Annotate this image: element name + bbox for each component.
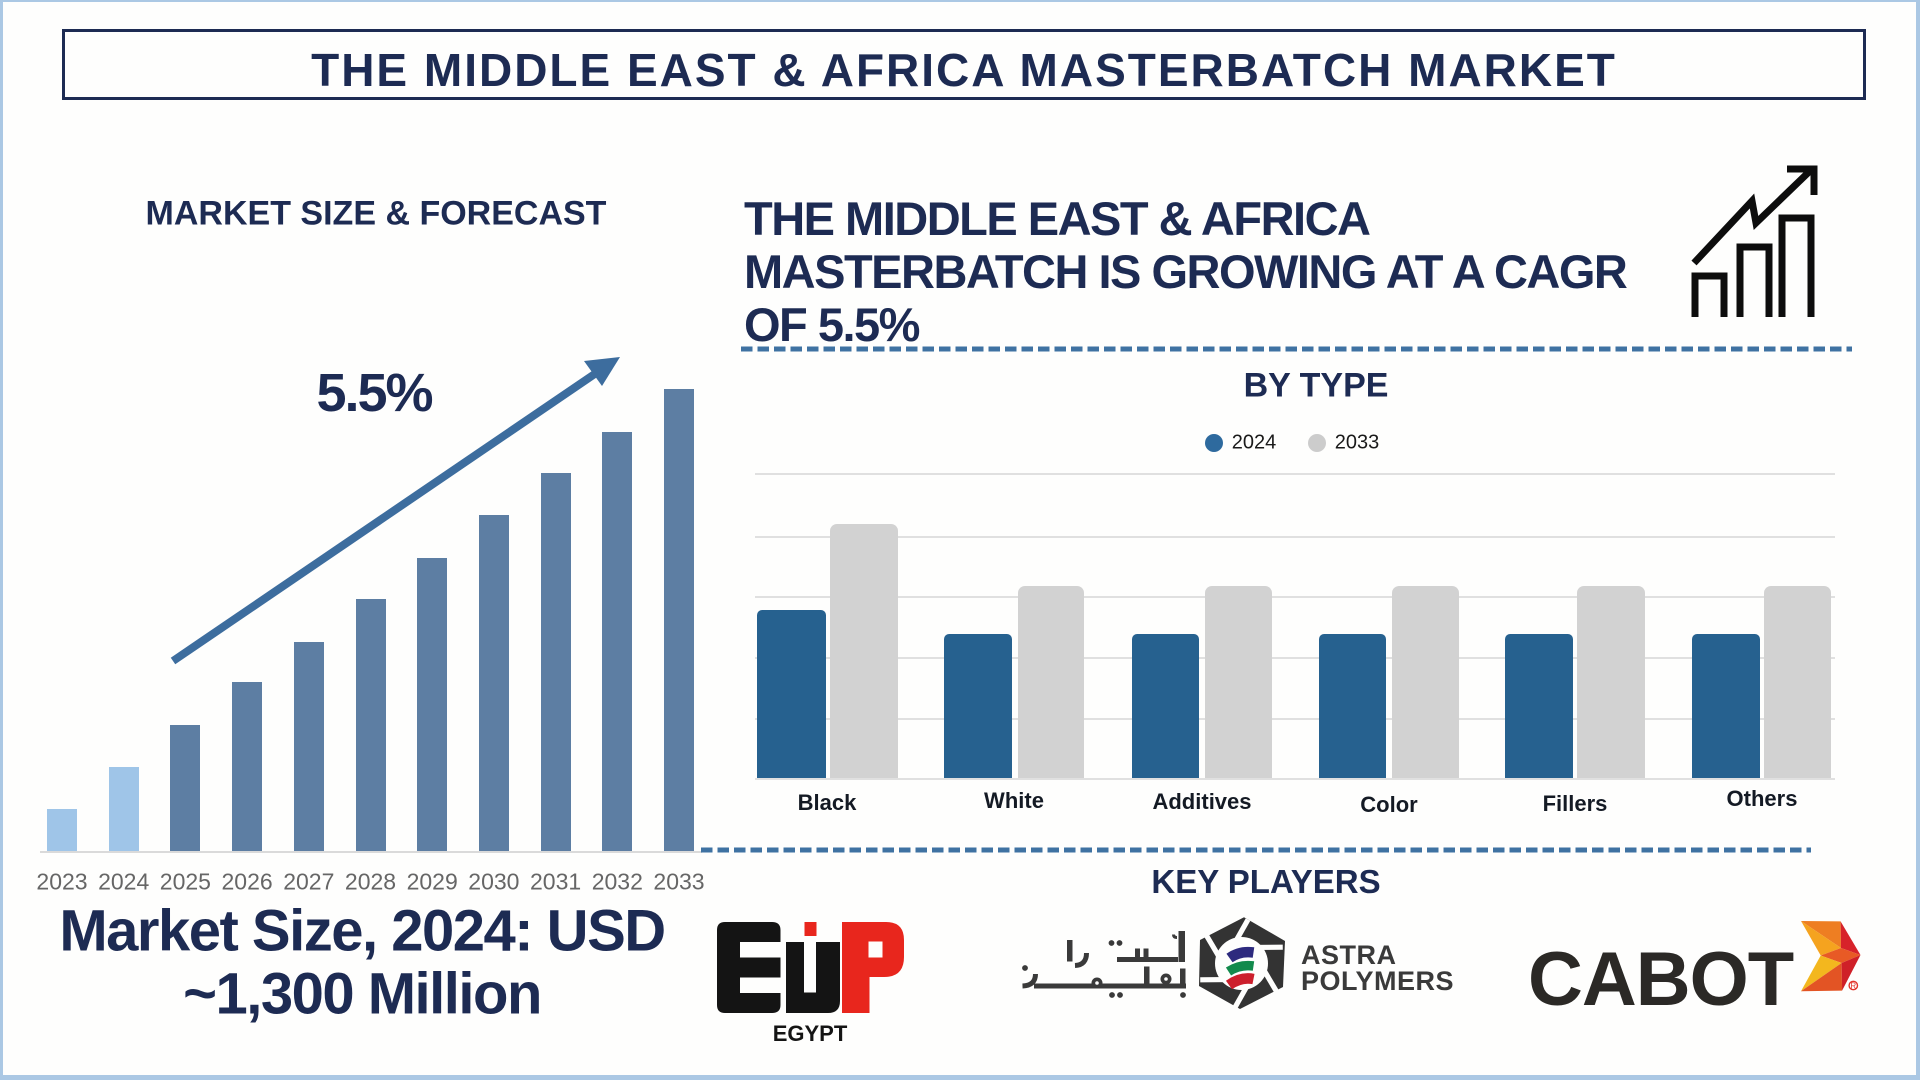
svg-text:R: R <box>1850 982 1856 991</box>
svg-text:ASTRA: ASTRA <box>1301 940 1397 970</box>
svg-text:EGYPT: EGYPT <box>773 1021 848 1046</box>
svg-text:POLYMERS: POLYMERS <box>1301 966 1454 996</box>
